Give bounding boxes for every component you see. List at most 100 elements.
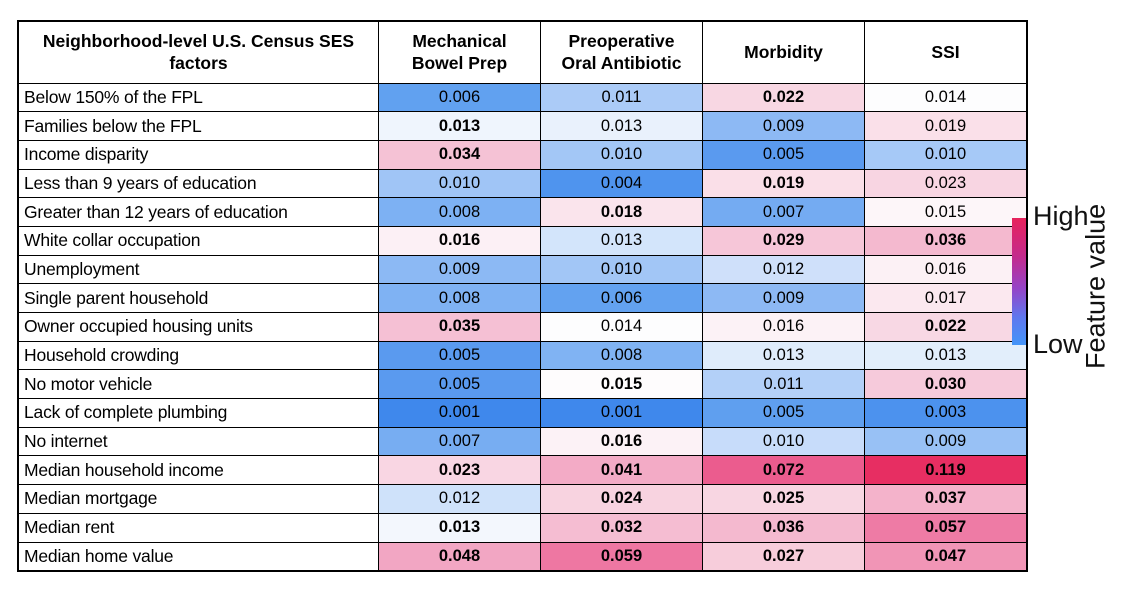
table-row: Single parent household 0.008 0.006 0.009 0.… (17, 283, 1028, 313)
table-row: Median home value 0.048 0.059 0.027 0.047 (17, 541, 1028, 572)
heatmap-cell: 0.007 (702, 197, 865, 227)
table-row: Less than 9 years of education 0.010 0.004… (17, 168, 1028, 199)
heatmap-cell: 0.023 (378, 455, 541, 486)
heatmap-cell: 0.008 (540, 340, 703, 371)
heatmap-cell: 0.019 (864, 111, 1028, 141)
heatmap-cell: 0.015 (864, 197, 1028, 227)
row-label: Single parent household (17, 283, 379, 313)
table-body: Below 150% of the FPL 0.006 0.011 0.022 0.01… (17, 82, 1028, 572)
heatmap-cell: 0.008 (378, 283, 541, 313)
heatmap-cell: 0.013 (378, 111, 541, 141)
heatmap-cell: 0.027 (702, 541, 865, 572)
heatmap-cell: 0.015 (540, 369, 703, 400)
heatmap-cell: 0.006 (540, 283, 703, 313)
column-header: Mechanical Bowel Prep (378, 20, 541, 84)
ses-heatmap-table: Neighborhood-level U.S. Census SES facto… (17, 20, 1028, 572)
legend-low-label: Low (1033, 329, 1083, 359)
table-row: Unemployment 0.009 0.010 0.012 0.016 (17, 254, 1028, 285)
heatmap-cell: 0.022 (702, 82, 865, 113)
heatmap-cell: 0.032 (540, 512, 703, 543)
heatmap-cell: 0.001 (540, 398, 703, 428)
row-label: Lack of complete plumbing (17, 398, 379, 428)
table-row: No internet 0.007 0.016 0.010 0.009 (17, 426, 1028, 457)
row-label: White collar occupation (17, 225, 379, 256)
heatmap-cell: 0.047 (864, 541, 1028, 572)
row-label: Greater than 12 years of education (17, 197, 379, 227)
heatmap-cell: 0.013 (702, 340, 865, 371)
row-label: Median household income (17, 455, 379, 486)
heatmap-cell: 0.009 (702, 283, 865, 313)
heatmap-cell: 0.072 (702, 455, 865, 486)
column-header: Preoperative Oral Antibiotic (540, 20, 703, 84)
heatmap-cell: 0.010 (540, 254, 703, 285)
row-label: Median rent (17, 512, 379, 543)
heatmap-cell: 0.022 (864, 312, 1028, 342)
heatmap-cell: 0.034 (378, 139, 541, 170)
heatmap-cell: 0.041 (540, 455, 703, 486)
heatmap-cell: 0.010 (378, 168, 541, 199)
row-label: Owner occupied housing units (17, 312, 379, 342)
heatmap-cell: 0.018 (540, 197, 703, 227)
table-row: Owner occupied housing units 0.035 0.014 0.… (17, 312, 1028, 342)
heatmap-cell: 0.006 (378, 82, 541, 113)
heatmap-cell: 0.013 (864, 340, 1028, 371)
heatmap-cell: 0.048 (378, 541, 541, 572)
heatmap-cell: 0.036 (702, 512, 865, 543)
heatmap-cell: 0.016 (864, 254, 1028, 285)
heatmap-cell: 0.013 (378, 512, 541, 543)
heatmap-cell: 0.010 (540, 139, 703, 170)
row-label: Household crowding (17, 340, 379, 371)
heatmap-cell: 0.009 (378, 254, 541, 285)
table-row: Below 150% of the FPL 0.006 0.011 0.022 0.01… (17, 82, 1028, 113)
heatmap-cell: 0.014 (864, 82, 1028, 113)
heatmap-cell: 0.008 (378, 197, 541, 227)
row-label: Families below the FPL (17, 111, 379, 141)
heatmap-cell: 0.010 (702, 426, 865, 457)
heatmap-cell: 0.005 (378, 340, 541, 371)
heatmap-cell: 0.004 (540, 168, 703, 199)
row-label: Income disparity (17, 139, 379, 170)
table-row: Lack of complete plumbing 0.001 0.001 0.005… (17, 398, 1028, 428)
heatmap-cell: 0.036 (864, 225, 1028, 256)
heatmap-cell: 0.023 (864, 168, 1028, 199)
row-label: Unemployment (17, 254, 379, 285)
row-label: Median home value (17, 541, 379, 572)
row-label: No motor vehicle (17, 369, 379, 400)
heatmap-cell: 0.016 (702, 312, 865, 342)
header-row: Neighborhood-level U.S. Census SES facto… (17, 20, 1028, 84)
table-row: No motor vehicle 0.005 0.015 0.011 0.030 (17, 369, 1028, 400)
table-row: Greater than 12 years of education 0.008 0… (17, 197, 1028, 227)
table-row: Families below the FPL 0.013 0.013 0.009 0.0… (17, 111, 1028, 141)
table-row: Median rent 0.013 0.032 0.036 0.057 (17, 512, 1028, 543)
heatmap-cell: 0.005 (702, 139, 865, 170)
heatmap-cell: 0.019 (702, 168, 865, 199)
heatmap-cell: 0.059 (540, 541, 703, 572)
heatmap-cell: 0.009 (702, 111, 865, 141)
heatmap-cell: 0.012 (378, 484, 541, 514)
heatmap-cell: 0.057 (864, 512, 1028, 543)
row-label: Below 150% of the FPL (17, 82, 379, 113)
legend-high-label: High (1033, 201, 1089, 231)
table-row: Household crowding 0.005 0.008 0.013 0.013 (17, 340, 1028, 371)
table-row: Median household income 0.023 0.041 0.072 0.… (17, 455, 1028, 486)
column-header: Morbidity (702, 20, 865, 84)
column-header: SSI (864, 20, 1028, 84)
heatmap-cell: 0.012 (702, 254, 865, 285)
heatmap-cell: 0.003 (864, 398, 1028, 428)
heatmap-cell: 0.030 (864, 369, 1028, 400)
heatmap-cell: 0.013 (540, 111, 703, 141)
table-row: Median mortgage 0.012 0.024 0.025 0.037 (17, 484, 1028, 514)
heatmap-cell: 0.037 (864, 484, 1028, 514)
column-header-factors: Neighborhood-level U.S. Census SES facto… (17, 20, 379, 84)
row-label: Less than 9 years of education (17, 168, 379, 199)
heatmap-cell: 0.011 (540, 82, 703, 113)
heatmap-cell: 0.009 (864, 426, 1028, 457)
heatmap-cell: 0.029 (702, 225, 865, 256)
colorbar-legend: High Low Feature value (1008, 188, 1122, 384)
heatmap-cell: 0.025 (702, 484, 865, 514)
heatmap-cell: 0.005 (378, 369, 541, 400)
row-label: Median mortgage (17, 484, 379, 514)
heatmap-cell: 0.016 (540, 426, 703, 457)
heatmap-cell: 0.017 (864, 283, 1028, 313)
